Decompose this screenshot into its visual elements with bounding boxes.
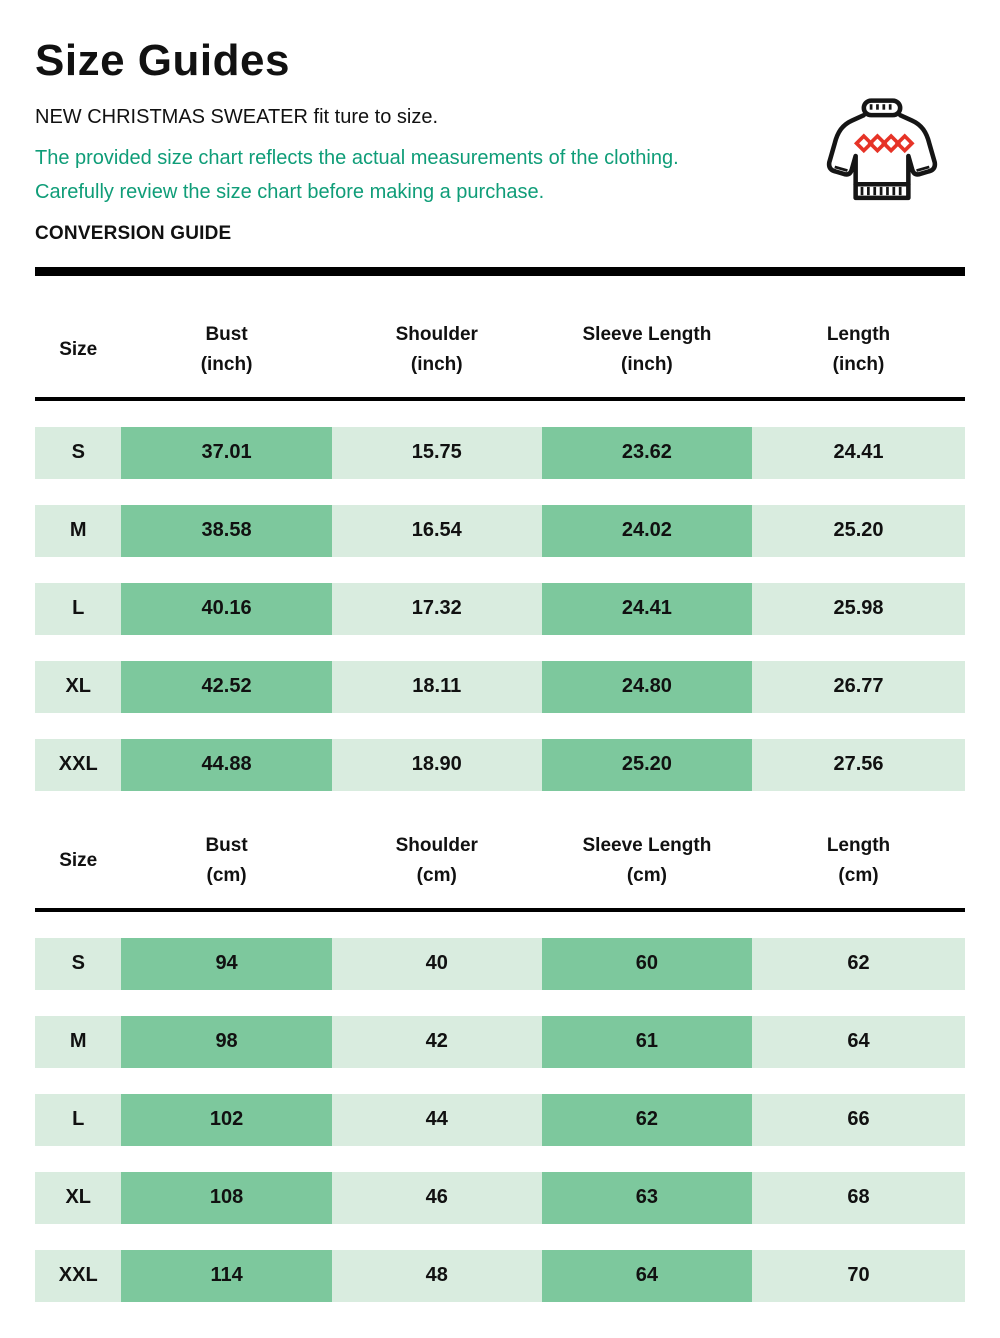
header-rule [35, 396, 965, 401]
size-label: XL [65, 675, 92, 698]
size-table-cm: Size Bust (cm) Shoulder (cm) Sleeve Length (cm… [35, 817, 965, 1302]
conversion-guide-label: CONVERSION GUIDE [35, 223, 232, 244]
page-title: Size Guides [35, 36, 290, 85]
column-header: Size [59, 849, 98, 871]
measurement-cell: 42 [425, 1030, 448, 1053]
size-row: XL 42.52 18.11 24.80 26.77 [35, 660, 965, 713]
measurement-cell: 114 [121, 1249, 332, 1302]
measurement-cell: 18.90 [411, 753, 462, 776]
measurement-cell: 64 [541, 1249, 752, 1302]
measurement-cell: 98 [121, 1015, 332, 1068]
size-label: XXL [58, 753, 98, 776]
measurement-cell: 102 [121, 1093, 332, 1146]
measurement-cell: 44.88 [121, 738, 332, 791]
measurement-cell: 37.01 [121, 426, 332, 479]
measurement-cell: 66 [847, 1108, 870, 1131]
measurement-cell: 16.54 [411, 519, 462, 542]
measurement-cell: 26.77 [833, 675, 884, 698]
fit-note-rest: fit ture to size. [307, 106, 439, 128]
product-name: NEW CHRISTMAS SWEATER [35, 106, 308, 128]
measurement-cell: 40.16 [121, 582, 332, 635]
size-label: M [69, 1030, 87, 1053]
column-header: Length (cm) [826, 834, 891, 887]
size-table-inch: Size Bust (inch) Shoulder (inch) Sleeve Lengt… [35, 306, 965, 791]
column-header: Sleeve Length (inch) [582, 324, 712, 376]
size-row: M 98 42 61 64 [35, 1015, 965, 1068]
measurement-cell: 18.11 [412, 675, 462, 698]
measurement-cell: 62 [541, 1093, 752, 1146]
fit-note: NEW CHRISTMAS SWEATER fit ture to size. [35, 106, 965, 129]
measurement-cell: 27.56 [833, 753, 884, 776]
size-label: XXL [58, 1264, 98, 1287]
size-row: S 37.01 15.75 23.62 24.41 [35, 426, 965, 479]
measurement-cell: 108 [121, 1171, 332, 1224]
measurement-cell: 44 [425, 1108, 448, 1131]
size-label: M [69, 519, 87, 542]
measurement-cell: 48 [425, 1264, 448, 1287]
measurement-cell: 24.41 [541, 582, 752, 635]
size-row: S 94 40 60 62 [35, 937, 965, 990]
measurement-cell: 68 [847, 1186, 870, 1209]
size-row: L 102 44 62 66 [35, 1093, 965, 1146]
size-chart-description: The provided size chart reflects the act… [35, 147, 679, 203]
measurement-cell: 94 [121, 937, 332, 990]
size-label: S [71, 441, 85, 464]
size-row: XXL 114 48 64 70 [35, 1249, 965, 1302]
measurement-cell: 46 [425, 1186, 448, 1209]
size-label: S [71, 952, 85, 975]
size-row: L 40.16 17.32 24.41 25.98 [35, 582, 965, 635]
column-header: Shoulder (inch) [395, 324, 478, 376]
measurement-cell: 62 [847, 952, 870, 975]
measurement-cell: 40 [425, 952, 448, 975]
measurement-cell: 24.80 [541, 660, 752, 713]
size-label: L [72, 1108, 85, 1131]
size-label: XL [65, 1186, 92, 1209]
measurement-cell: 25.20 [833, 519, 884, 542]
measurement-cell: 17.32 [411, 597, 462, 620]
size-row: XL 108 46 63 68 [35, 1171, 965, 1224]
measurement-cell: 63 [541, 1171, 752, 1224]
column-header: Bust (cm) [205, 834, 248, 887]
measurement-cell: 25.98 [833, 597, 884, 620]
measurement-cell: 64 [847, 1030, 870, 1053]
column-header: Bust (inch) [200, 324, 253, 376]
measurement-cell: 42.52 [121, 660, 332, 713]
section-divider [35, 267, 965, 276]
table-header-row: Size Bust (inch) Shoulder (inch) Sleeve Lengt… [35, 306, 965, 397]
measurement-cell: 24.41 [833, 441, 884, 464]
size-row: XXL 44.88 18.90 25.20 27.56 [35, 738, 965, 791]
column-header: Length (inch) [826, 324, 891, 376]
column-header: Shoulder (cm) [395, 834, 478, 887]
size-row: M 38.58 16.54 24.02 25.20 [35, 504, 965, 557]
column-header: Sleeve Length (cm) [582, 834, 712, 887]
measurement-cell: 25.20 [541, 738, 752, 791]
measurement-cell: 70 [847, 1264, 870, 1287]
christmas-sweater-icon [822, 96, 942, 212]
measurement-cell: 38.58 [121, 504, 332, 557]
measurement-cell: 60 [541, 937, 752, 990]
measurement-cell: 15.75 [411, 441, 462, 464]
header-rule [35, 907, 965, 912]
size-label: L [72, 597, 85, 620]
measurement-cell: 23.62 [541, 426, 752, 479]
table-header-row: Size Bust (cm) Shoulder (cm) Sleeve Length (cm… [35, 817, 965, 908]
measurement-cell: 24.02 [541, 504, 752, 557]
column-header: Size [59, 339, 98, 361]
measurement-cell: 61 [541, 1015, 752, 1068]
